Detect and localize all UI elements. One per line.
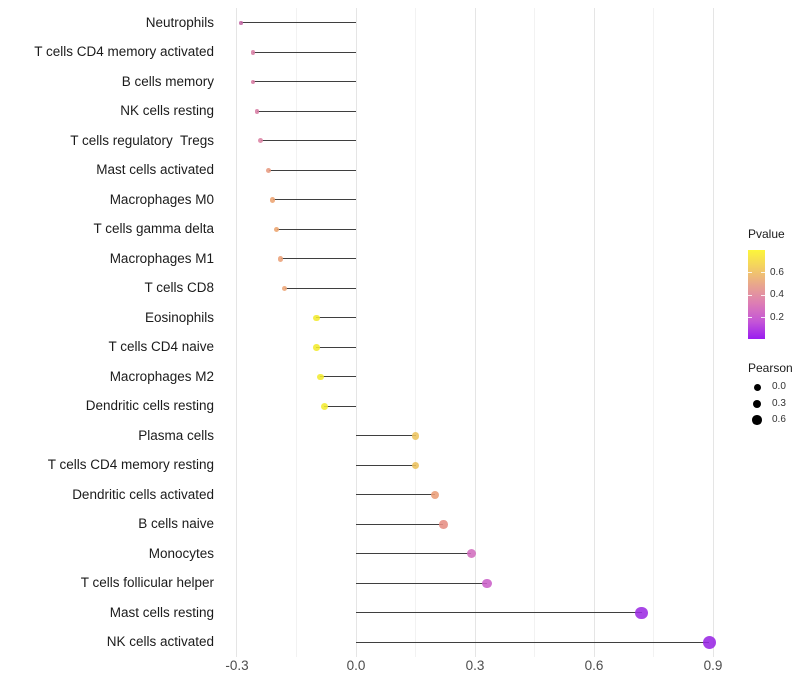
category-label: T cells CD4 naive (108, 339, 214, 355)
lollipop-stem (356, 435, 416, 437)
gridline-major (236, 8, 238, 657)
lollipop-dot (702, 635, 716, 649)
colorbar-tick-mark (761, 294, 765, 296)
lollipop-dot (277, 256, 284, 262)
category-label: Neutrophils (145, 14, 214, 30)
lollipop-dot (313, 314, 320, 321)
lollipop-stem (276, 228, 356, 230)
lollipop-dot (317, 373, 324, 380)
lollipop-dot (254, 109, 260, 114)
pearson-size-label: 0.0 (772, 381, 786, 392)
colorbar-tick-mark (761, 272, 765, 274)
lollipop-dot (250, 79, 256, 84)
lollipop-dot (482, 578, 492, 588)
lollipop-dot (281, 285, 288, 291)
category-label: Plasma cells (138, 427, 214, 443)
lollipop-stem (252, 51, 356, 53)
lollipop-stem (272, 199, 356, 201)
lollipop-dot (466, 549, 476, 559)
category-label: Macrophages M0 (109, 191, 214, 207)
category-label: Mast cells activated (96, 162, 214, 178)
lollipop-stem (268, 169, 356, 171)
category-label: Macrophages M2 (109, 368, 214, 384)
colorbar-tick-label: 0.4 (770, 289, 784, 300)
lollipop-dot (411, 432, 420, 440)
gridline-minor (415, 8, 416, 657)
colorbar-tick-mark (748, 272, 752, 274)
gridline-minor (653, 8, 655, 657)
colorbar-tick-mark (748, 317, 752, 319)
gridline-major (474, 8, 476, 657)
pearson-size-label: 0.6 (772, 414, 786, 425)
category-label: T cells CD4 memory activated (34, 44, 214, 60)
lollipop-dot (258, 138, 264, 144)
category-label: T cells follicular helper (80, 575, 214, 591)
category-label: NK cells activated (106, 634, 214, 650)
x-axis-tick-label: 0.9 (703, 658, 723, 673)
category-label: T cells regulatory Tregs (70, 132, 214, 148)
category-label: Mast cells resting (109, 604, 214, 620)
colorbar-tick-label: 0.2 (770, 311, 784, 323)
category-label: NK cells resting (120, 103, 214, 119)
lollipop-stem (284, 287, 356, 289)
pearson-size-dot (752, 415, 762, 425)
lollipop-dot (266, 167, 272, 173)
lollipop-stem (356, 553, 472, 555)
lollipop-dot (269, 197, 276, 203)
category-label: B cells memory (121, 73, 214, 89)
lollipop-stem (324, 405, 356, 407)
lollipop-stem (320, 376, 356, 378)
lollipop-stem (252, 81, 356, 83)
gridline-major (593, 8, 595, 657)
category-label: Monocytes (148, 545, 214, 561)
category-label: Dendritic cells resting (85, 398, 214, 414)
category-label: Dendritic cells activated (72, 486, 214, 502)
lollipop-dot (431, 490, 440, 499)
pearson-size-dot (753, 383, 761, 391)
gridline-major (712, 8, 714, 657)
pearson-size-dot (753, 399, 761, 408)
x-axis-tick-label: 0.6 (584, 658, 604, 673)
colorbar-tick-mark (761, 317, 765, 319)
lollipop-stem (316, 346, 356, 348)
lollipop-stem (316, 317, 356, 319)
lollipop-stem (240, 22, 356, 24)
lollipop-dot (273, 226, 280, 232)
gridline-major (355, 8, 357, 657)
lollipop-stem (356, 641, 710, 643)
lollipop-stem (356, 612, 642, 614)
category-label: B cells naive (138, 516, 214, 532)
colorbar-tick-label: 0.6 (770, 266, 784, 278)
lollipop-stem (280, 258, 356, 260)
lollipop-dot (313, 344, 320, 351)
lollipop-stem (256, 110, 356, 112)
x-axis-tick-label: 0.0 (346, 658, 366, 673)
category-label: Macrophages M1 (109, 250, 214, 266)
lollipop-dot (320, 402, 328, 410)
lollipop-dot (635, 606, 648, 619)
lollipop-dot (439, 520, 448, 529)
pearson-size-label: 0.3 (772, 397, 786, 409)
x-axis-tick-label: -0.3 (225, 658, 249, 673)
category-label: T cells gamma delta (93, 221, 214, 237)
category-label: Eosinophils (144, 309, 214, 325)
lollipop-stem (356, 464, 416, 466)
colorbar-tick-mark (748, 294, 752, 296)
gridline-minor (295, 8, 297, 657)
lollipop-stem (356, 582, 487, 584)
gridline-minor (534, 8, 535, 657)
category-label: T cells CD4 memory resting (47, 457, 214, 473)
x-axis-tick-label: 0.3 (465, 658, 485, 673)
pvalue-colorbar (748, 250, 765, 339)
lollipop-stem (260, 140, 356, 142)
lollipop-stem (356, 494, 436, 496)
lollipop-dot (239, 21, 243, 25)
pearson-legend-title: Pearson (748, 361, 793, 375)
lollipop-dot (411, 461, 420, 469)
lollipop-dot (250, 50, 256, 55)
pvalue-legend-title: Pvalue (748, 227, 785, 241)
category-label: T cells CD8 (144, 280, 214, 296)
lollipop-stem (356, 523, 444, 525)
